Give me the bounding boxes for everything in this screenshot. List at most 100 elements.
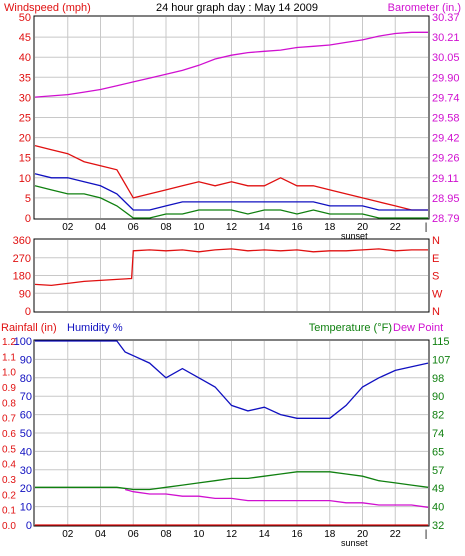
humidity-tick: 50	[20, 428, 32, 440]
windspeed-tick: 45	[19, 32, 31, 44]
windspeed-tick: 20	[19, 133, 31, 145]
humidity-tick: 10	[20, 502, 32, 514]
barometer-tick: 29.58	[432, 113, 460, 125]
humidity-line	[35, 340, 429, 419]
wind-hour-tick: 20	[357, 222, 369, 233]
rainfall-tick: 0.6	[2, 429, 16, 440]
rain-hour-tick: |	[425, 529, 428, 540]
rain-hour-tick: 02	[62, 529, 74, 540]
rain-hour-tick: 16	[291, 529, 303, 540]
humidity-tick: 40	[20, 446, 32, 458]
wind-hour-tick: |	[425, 222, 428, 233]
barometer-tick: 30.05	[432, 52, 460, 64]
humidity-tick: 0	[26, 520, 32, 532]
humidity-label: Humidity %	[67, 322, 123, 334]
rainfall-tick: 0.5	[2, 444, 16, 455]
windspeed-line-blue	[34, 173, 428, 211]
windspeed-tick: 10	[19, 173, 31, 185]
windspeed-tick: 50	[19, 12, 31, 24]
direction-compass-tick: N	[432, 235, 440, 247]
windspeed-tick: 40	[19, 52, 31, 64]
rain-hour-tick: 06	[128, 529, 140, 540]
direction-degree-tick: 270	[13, 253, 31, 265]
direction-compass-tick: E	[432, 253, 439, 265]
rainfall-tick: 0.4	[2, 460, 16, 471]
rainfall-tick: 0.3	[2, 475, 16, 486]
barometer-tick: 29.74	[432, 92, 460, 104]
wind-hour-tick: 08	[160, 222, 172, 233]
wind-hour-tick: 16	[291, 222, 303, 233]
wind-hour-tick: 04	[95, 222, 107, 233]
barometer-tick: 28.95	[432, 193, 460, 205]
barometer-tick: 30.37	[432, 12, 460, 24]
barometer-tick: 29.11	[432, 173, 459, 185]
rainfall-label: Rainfall (in)	[1, 322, 57, 334]
temperature-line	[35, 471, 429, 491]
rain-hour-tick: 20	[357, 529, 369, 540]
rainfall-tick: 1.1	[2, 352, 16, 363]
direction-degree-tick: 0	[25, 306, 31, 318]
humidity-tick: 70	[20, 391, 32, 403]
barometer-line	[34, 31, 428, 98]
windspeed-tick: 15	[19, 153, 31, 165]
barometer-tick: 30.21	[432, 32, 460, 44]
direction-compass-tick: W	[432, 288, 443, 300]
wind-hour-tick: 06	[128, 222, 140, 233]
rainfall-tick: 0.7	[2, 414, 16, 425]
rainfall-tick: 0.8	[2, 398, 16, 409]
temperature-tick: 40	[432, 502, 444, 514]
temperature-tick: 82	[432, 410, 444, 422]
rainfall-tick: 0.0	[2, 521, 16, 532]
barometer-label: Barometer (in.)	[388, 2, 461, 14]
dewpoint-line	[124, 488, 429, 508]
wind-hour-tick: 22	[390, 222, 402, 233]
temperature-tick: 57	[432, 465, 444, 477]
rainfall-tick: 0.2	[2, 490, 16, 501]
barometer-tick: 29.90	[432, 72, 460, 84]
sunset-marker: sunset	[341, 231, 368, 241]
wind-hour-tick: 02	[62, 222, 74, 233]
temperature-label: Temperature (°F)	[309, 322, 392, 334]
windspeed-label: Windspeed (mph)	[4, 2, 91, 14]
wind-hour-tick: 10	[193, 222, 205, 233]
temperature-tick: 115	[432, 336, 450, 348]
rain-hour-tick: 22	[390, 529, 402, 540]
humidity-tick: 100	[14, 336, 32, 348]
graph-title: 24 hour graph day : May 14 2009	[156, 2, 318, 14]
rainfall-tick: 1.2	[2, 337, 16, 348]
rain-hour-tick: 12	[226, 529, 238, 540]
temperature-tick: 98	[432, 373, 444, 385]
temperature-tick: 65	[432, 446, 444, 458]
direction-degree-tick: 180	[13, 271, 31, 283]
rain-hour-tick: 10	[193, 529, 205, 540]
windspeed-line-green	[34, 185, 428, 219]
sunset-marker: sunset	[341, 538, 368, 548]
windspeed-tick: 25	[19, 113, 31, 125]
direction-degree-tick: 360	[13, 235, 31, 247]
windspeed-line-red	[34, 144, 428, 211]
humidity-tick: 20	[20, 483, 32, 495]
wind-hour-tick: 12	[226, 222, 238, 233]
temperature-tick: 32	[432, 520, 444, 532]
humidity-tick: 80	[20, 373, 32, 385]
rainfall-tick: 0.9	[2, 383, 16, 394]
wind-direction-line	[34, 248, 428, 287]
rain-hour-tick: 18	[324, 529, 336, 540]
humidity-tick: 90	[20, 354, 32, 366]
rain-hour-tick: 14	[259, 529, 271, 540]
rainfall-tick: 1.0	[2, 368, 16, 379]
windspeed-tick: 0	[25, 213, 31, 225]
windspeed-tick: 35	[19, 72, 31, 84]
temperature-tick: 90	[432, 391, 444, 403]
wind-hour-tick: 18	[324, 222, 336, 233]
direction-compass-tick: S	[432, 271, 439, 283]
rainfall-tick: 0.1	[2, 506, 16, 517]
rain-hour-tick: 04	[95, 529, 107, 540]
dewpoint-label: Dew Point	[393, 322, 443, 334]
direction-degree-tick: 90	[19, 288, 31, 300]
wind-hour-tick: 14	[259, 222, 271, 233]
windspeed-tick: 5	[25, 193, 31, 205]
rain-hour-tick: 08	[160, 529, 172, 540]
temperature-tick: 107	[432, 354, 450, 366]
